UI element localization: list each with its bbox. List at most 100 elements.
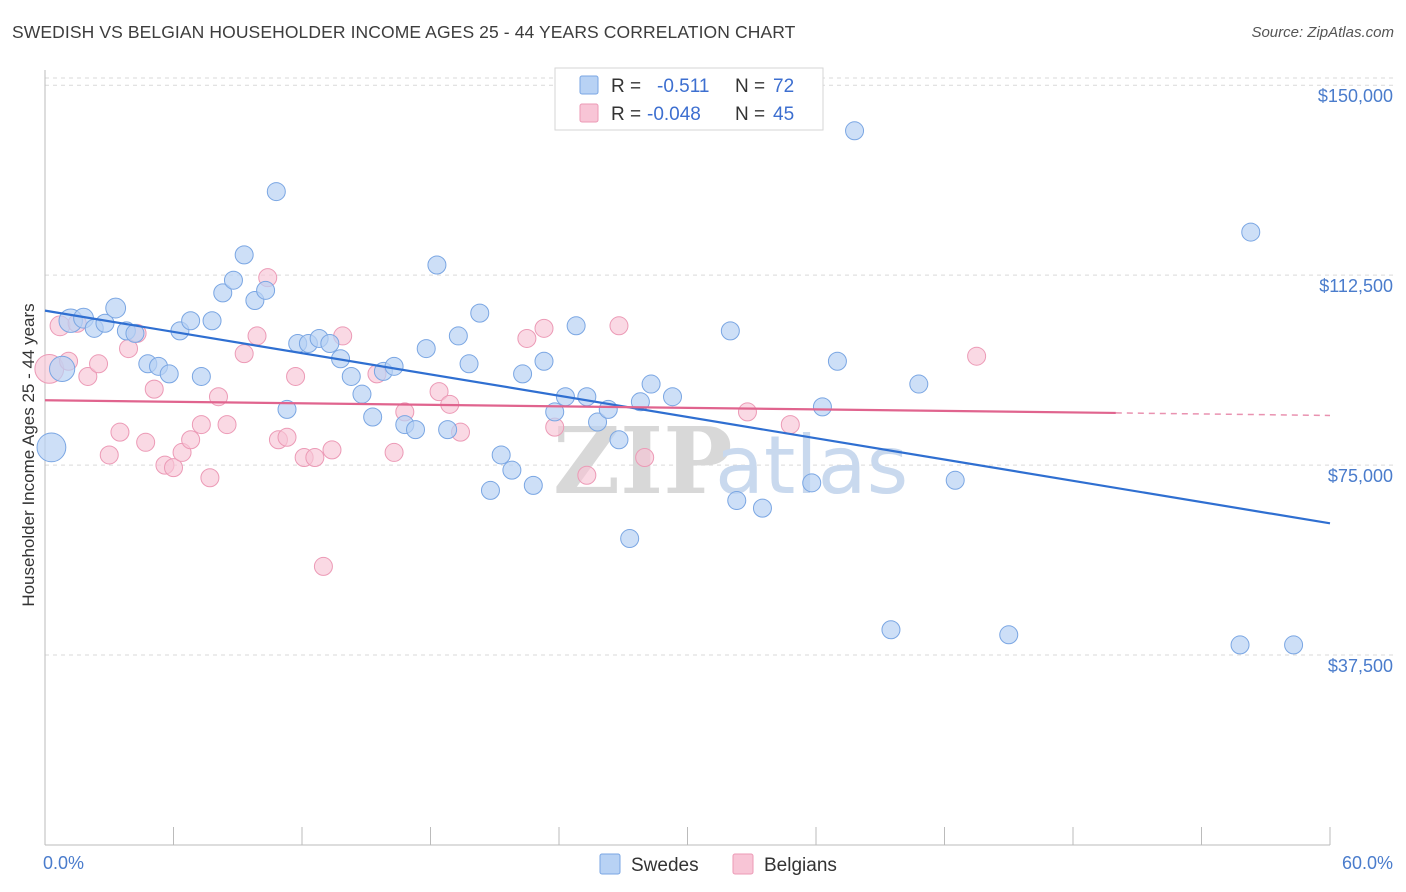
swedes-point-51 (588, 412, 608, 432)
source-note: Source: ZipAtlas.com (1251, 24, 1394, 41)
belgians-point-7 (110, 422, 130, 442)
y-tick-labels: $37,500 $75,000 $112,500 $150,000 (1318, 86, 1393, 676)
belgians-point-5 (89, 354, 109, 374)
correlation-legend: R = -0.511 N = 72 R = -0.048 N = 45 (554, 67, 824, 131)
swedes-point-71 (1284, 635, 1304, 655)
belgians-point-42 (635, 448, 655, 467)
swedes-point-6 (105, 297, 127, 319)
swedes-point-26 (320, 334, 340, 354)
swedes-point-45 (523, 475, 543, 495)
swedes-point-54 (620, 529, 640, 549)
belgians-point-38 (534, 318, 554, 338)
belgians-point-28 (313, 556, 333, 576)
legend-r-value-swedes: -0.511 (657, 76, 709, 97)
swedes-point-68 (999, 625, 1019, 645)
belgians-point-15 (181, 430, 201, 450)
swedes-points (36, 121, 1304, 655)
swedes-point-1 (49, 355, 76, 382)
belgians-point-27 (305, 448, 325, 467)
swedes-point-56 (641, 374, 661, 394)
swedes-point-34 (406, 420, 426, 440)
swedes-point-21 (266, 182, 286, 202)
swedes-point-57 (663, 387, 683, 407)
swedes-point-16 (213, 283, 233, 303)
swedes-point-44 (513, 364, 533, 384)
belgians-point-20 (234, 344, 254, 364)
x-tick-label-0: 0.0% (43, 853, 84, 873)
swedes-point-41 (480, 480, 500, 500)
bottom-legend-swedes: Swedes (631, 855, 699, 876)
watermark-atlas: atlas (715, 419, 908, 512)
swedes-point-43 (502, 460, 522, 480)
bottom-swatch-swedes (599, 853, 621, 875)
belgians-point-41 (609, 316, 629, 336)
belgians-point-21 (247, 326, 267, 346)
swedes-point-62 (812, 397, 832, 417)
belgians-point-44 (780, 415, 800, 435)
swedes-point-69 (1230, 635, 1250, 655)
swedes-point-64 (845, 121, 865, 141)
swedes-point-29 (352, 384, 372, 404)
legend-r-value-belgians: -0.048 (647, 104, 701, 125)
swedes-point-35 (416, 339, 436, 359)
belgians-point-13 (164, 458, 183, 478)
swedes-point-67 (945, 470, 965, 490)
swedes-point-53 (609, 430, 629, 450)
belgians-point-17 (200, 468, 220, 488)
swedes-point-14 (191, 366, 211, 386)
belgians-point-11 (144, 379, 164, 399)
swedes-point-15 (202, 311, 222, 331)
belgians-point-43 (737, 402, 757, 422)
swedes-point-49 (566, 316, 586, 336)
belgians-point-40 (577, 465, 597, 485)
legend-n-value-belgians: 45 (773, 104, 794, 125)
swedes-point-66 (909, 374, 929, 394)
belgians-point-25 (286, 366, 306, 386)
bottom-swatch-belgians (732, 853, 754, 875)
swedes-point-65 (881, 620, 901, 640)
y-tick-label-2: $112,500 (1319, 276, 1393, 296)
swedes-point-0 (36, 432, 67, 463)
swedes-point-70 (1241, 222, 1261, 242)
swedes-point-39 (459, 354, 479, 374)
legend-n-label-belgians: N = (735, 104, 765, 125)
belgians-point-4 (78, 366, 98, 386)
x-tick-label-1: 60.0% (1342, 853, 1393, 873)
swedes-point-36 (427, 255, 447, 275)
swedes-point-50 (577, 387, 597, 407)
legend-n-value-swedes: 72 (773, 76, 794, 97)
bottom-legend-belgians: Belgians (764, 855, 837, 876)
belgians-point-19 (217, 415, 237, 435)
y-tick-label-1: $75,000 (1328, 466, 1393, 486)
swedes-point-11 (159, 364, 179, 384)
trend-lines (44, 309, 1331, 525)
swedes-point-60 (752, 498, 772, 518)
belgians-trend-line (44, 399, 1116, 415)
x-tick-labels: 0.0% 60.0% (43, 853, 1393, 873)
watermark: ZIP atlas (553, 407, 908, 515)
legend-r-label-belgians: R = (611, 104, 641, 125)
swedes-point-42 (491, 445, 511, 465)
swedes-point-17 (223, 270, 243, 290)
swedes-point-46 (534, 351, 554, 371)
y-axis-label: Householder Income Ages 25 - 44 years (19, 303, 38, 606)
legend-n-label-swedes: N = (735, 76, 765, 97)
swedes-point-61 (802, 473, 822, 493)
swedes-point-58 (720, 321, 740, 341)
belgians-point-29 (322, 440, 342, 460)
legend-swatch-swedes (579, 75, 599, 95)
swedes-point-37 (438, 420, 458, 440)
belgians-point-24 (277, 427, 297, 447)
swedes-point-30 (363, 407, 383, 427)
swedes-point-22 (277, 399, 297, 419)
swedes-point-40 (470, 303, 490, 323)
belgians-point-10 (136, 432, 156, 452)
belgians-point-6 (99, 445, 119, 465)
chart-title: SWEDISH VS BELGIAN HOUSEHOLDER INCOME AG… (12, 22, 796, 42)
swedes-point-20 (256, 280, 276, 300)
legend-r-label-swedes: R = (611, 76, 641, 97)
belgians-point-32 (384, 442, 404, 462)
legend-swatch-belgians (579, 103, 599, 123)
y-tick-label-0: $37,500 (1328, 656, 1393, 676)
